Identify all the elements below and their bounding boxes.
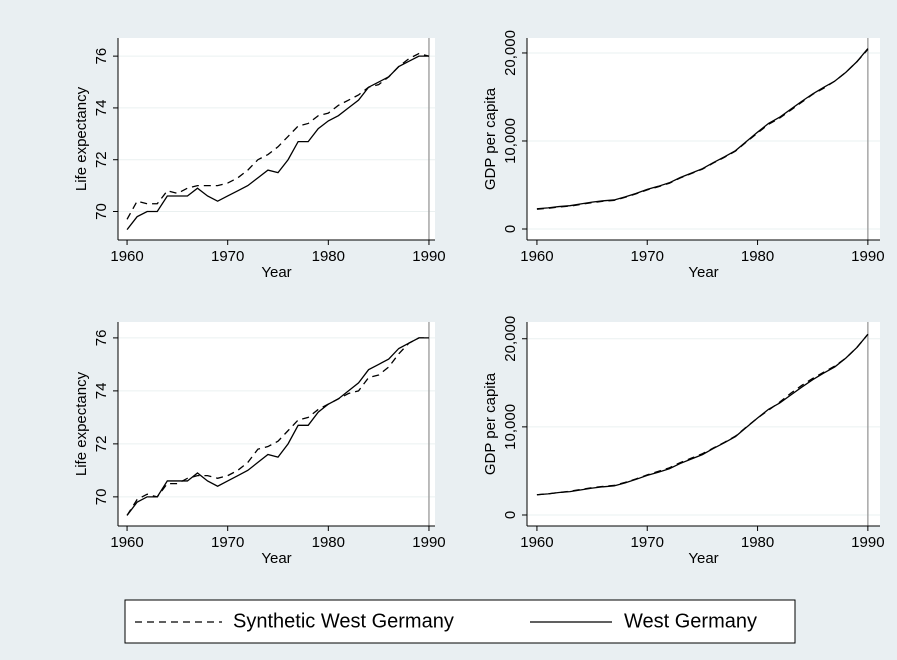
x-tick-label: 1980 (741, 534, 774, 551)
panel: 0 10,000 20,000 1960 1970 1980 1990 Year GDP per… (482, 30, 885, 281)
x-axis-title: Year (261, 550, 291, 567)
x-tick-label: 1990 (412, 248, 445, 265)
y-tick-label: 20,000 (502, 316, 519, 362)
x-tick-label: 1980 (312, 248, 345, 265)
series-line (536, 48, 869, 210)
x-tick-label: 1980 (741, 248, 774, 265)
x-tick-label: 1970 (211, 248, 244, 265)
series-line (126, 337, 429, 516)
series-line (126, 337, 429, 516)
x-tick-label: 1970 (211, 534, 244, 551)
y-axis-title: Life expectancy (73, 86, 90, 191)
series-line (536, 333, 869, 496)
y-tick-label: 74 (93, 383, 110, 400)
x-axis-title: Year (261, 264, 291, 281)
x-tick-label: 1960 (110, 534, 143, 551)
x-tick-label: 1990 (851, 248, 884, 265)
y-tick-label: 76 (93, 48, 110, 65)
legend: Synthetic West Germany West Germany (124, 599, 796, 644)
x-axis-title: Year (688, 550, 718, 567)
plot-area (527, 322, 880, 526)
y-axis-title: GDP per capita (482, 372, 499, 475)
series-line (126, 52, 430, 220)
y-tick-label: 72 (93, 436, 110, 453)
x-tick-label: 1970 (631, 534, 664, 551)
series-line (536, 333, 869, 496)
y-tick-label: 70 (93, 203, 110, 220)
panel: 70 72 74 76 1960 1970 1980 1990 Year Life expecta… (73, 38, 446, 281)
legend-label: Synthetic West Germany (233, 610, 454, 632)
plot-area (118, 38, 435, 240)
legend-box (124, 599, 796, 644)
series-line (126, 55, 429, 231)
y-tick-label: 72 (93, 151, 110, 168)
y-axis-title: Life expectancy (73, 371, 90, 476)
y-tick-label: 74 (93, 100, 110, 117)
legend-label: West Germany (624, 610, 757, 632)
panel: 70 72 74 76 1960 1970 1980 1990 Year Life expecta… (73, 322, 446, 567)
y-tick-label: 20,000 (502, 30, 519, 76)
y-axis-title: GDP per capita (482, 87, 499, 190)
y-tick-label: 10,000 (502, 118, 519, 164)
x-tick-label: 1990 (851, 534, 884, 551)
x-tick-label: 1960 (110, 248, 143, 265)
x-tick-label: 1960 (520, 248, 553, 265)
y-tick-label: 76 (93, 330, 110, 347)
y-tick-label: 70 (93, 489, 110, 506)
x-tick-label: 1980 (312, 534, 345, 551)
panel: 0 10,000 20,000 1960 1970 1980 1990 Year GDP per… (482, 316, 885, 567)
x-axis-title: Year (688, 264, 718, 281)
plot-area (527, 38, 880, 240)
x-tick-label: 1990 (412, 534, 445, 551)
y-tick-label: 0 (502, 511, 519, 519)
y-tick-label: 10,000 (502, 404, 519, 450)
x-tick-label: 1970 (631, 248, 664, 265)
y-tick-label: 0 (502, 225, 519, 233)
plot-area (118, 322, 435, 526)
x-tick-label: 1960 (520, 534, 553, 551)
